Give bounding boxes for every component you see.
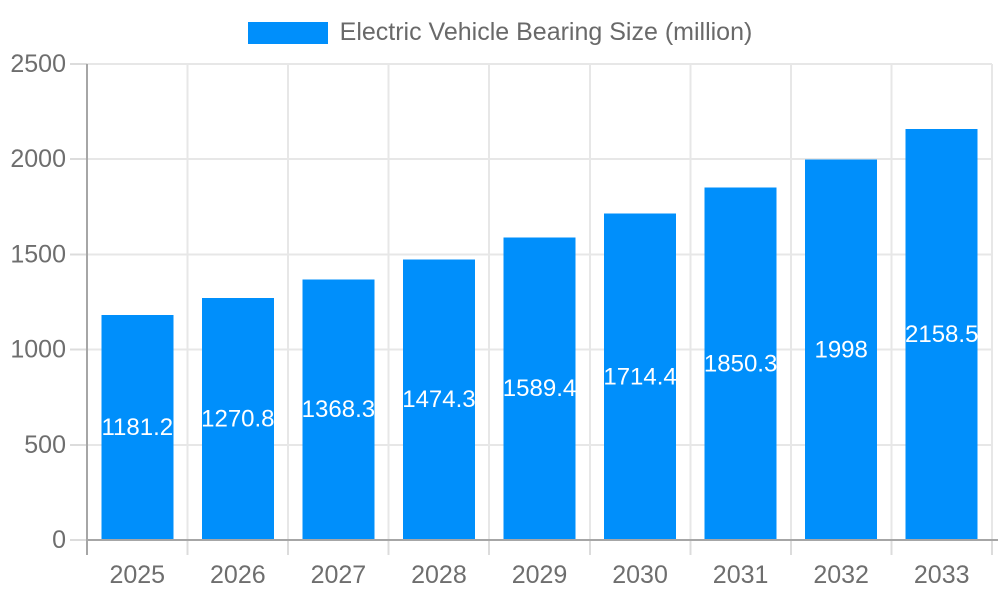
bar-value-label: 1714.4 [603,363,676,390]
bar-2027[interactable] [302,279,375,540]
x-tick-label: 2030 [612,561,668,589]
bar-2025[interactable] [101,315,174,540]
bar-2026[interactable] [201,298,274,540]
bar-value-label: 2158.5 [905,321,978,348]
bar-2031[interactable] [704,187,777,540]
legend-label[interactable]: Electric Vehicle Bearing Size (million) [339,18,753,46]
bar-2030[interactable] [604,213,677,540]
x-tick-label: 2029 [512,561,568,589]
bar-2032[interactable] [805,159,878,540]
y-tick-label: 2500 [10,50,66,78]
legend-item[interactable]: Electric Vehicle Bearing Size (million) [247,18,753,47]
bar-value-label: 1589.4 [503,375,576,402]
bar-2028[interactable] [402,259,475,540]
x-tick-label: 2032 [813,561,869,589]
y-tick-label: 2000 [10,145,66,173]
x-tick-label: 2025 [109,561,165,589]
x-tick-label: 2027 [311,561,367,589]
bar-value-label: 1474.3 [402,386,475,413]
y-tick-label: 500 [24,431,66,459]
bar-value-label: 1181.2 [101,414,173,441]
y-tick-label: 1500 [10,240,66,268]
y-tick-label: 1000 [10,336,66,364]
bar-value-label: 1850.3 [704,350,777,377]
x-tick-label: 2028 [411,561,467,589]
bar-value-label: 1270.8 [201,406,274,433]
legend-swatch-icon[interactable] [247,21,328,44]
y-tick-label: 0 [52,526,66,554]
bar-value-label: 1368.3 [302,396,375,423]
bar-value-label: 1998 [814,336,867,363]
legend: Electric Vehicle Bearing Size (million) [0,18,1000,47]
bar-2033[interactable] [905,129,978,540]
x-tick-label: 2026 [210,561,266,589]
bar-2029[interactable] [503,237,576,540]
x-tick-label: 2033 [914,561,970,589]
x-tick-label: 2031 [713,561,769,589]
